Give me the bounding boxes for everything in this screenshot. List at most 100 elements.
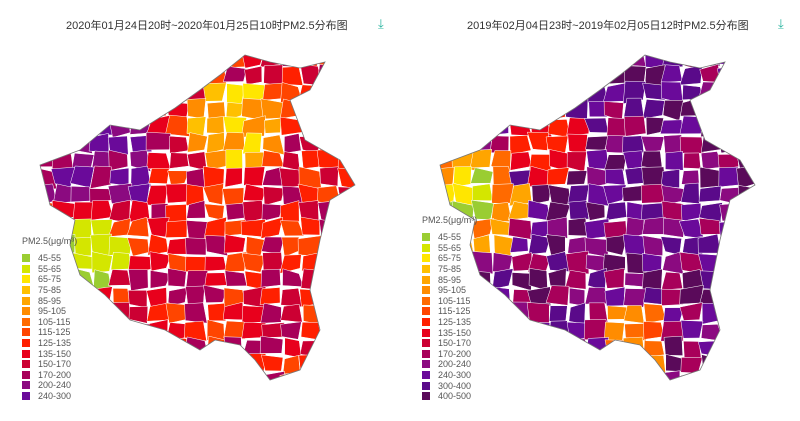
county-region[interactable] [720, 253, 740, 270]
county-region[interactable] [717, 64, 740, 87]
county-region[interactable] [531, 184, 552, 205]
county-region[interactable] [241, 115, 266, 138]
county-region[interactable] [164, 371, 190, 392]
county-region[interactable] [491, 98, 511, 120]
county-region[interactable] [282, 268, 304, 288]
county-region[interactable] [284, 133, 302, 154]
county-region[interactable] [510, 352, 533, 374]
county-region[interactable] [679, 302, 703, 321]
county-region[interactable] [317, 356, 337, 375]
county-region[interactable] [359, 83, 379, 102]
county-region[interactable] [721, 371, 743, 391]
county-region[interactable] [604, 154, 627, 172]
county-region[interactable] [545, 49, 571, 69]
county-region[interactable] [263, 186, 285, 206]
county-region[interactable] [71, 116, 93, 137]
county-region[interactable] [262, 82, 284, 101]
legend-item[interactable]: 65-75 [422, 253, 477, 264]
county-region[interactable] [279, 47, 302, 68]
county-region[interactable] [93, 269, 112, 290]
county-region[interactable] [336, 286, 359, 304]
county-region[interactable] [433, 120, 454, 138]
county-region[interactable] [680, 97, 703, 117]
county-region[interactable] [224, 167, 243, 188]
county-region[interactable] [680, 320, 704, 339]
county-region[interactable] [204, 256, 227, 272]
county-region[interactable] [623, 353, 644, 375]
county-region[interactable] [660, 169, 680, 189]
legend-item[interactable]: 240-300 [22, 391, 77, 402]
county-region[interactable] [529, 97, 553, 119]
county-region[interactable] [756, 47, 777, 68]
county-region[interactable] [437, 82, 454, 101]
county-region[interactable] [622, 336, 645, 357]
county-region[interactable] [146, 98, 167, 118]
county-region[interactable] [301, 149, 323, 169]
county-region[interactable] [643, 340, 665, 358]
county-region[interactable] [700, 116, 720, 138]
county-region[interactable] [719, 235, 743, 256]
county-region[interactable] [282, 355, 301, 375]
county-region[interactable] [680, 182, 700, 205]
county-region[interactable] [206, 116, 225, 134]
county-region[interactable] [316, 80, 339, 105]
county-region[interactable] [92, 65, 112, 88]
county-region[interactable] [262, 252, 283, 272]
county-region[interactable] [167, 287, 188, 308]
county-region[interactable] [37, 67, 56, 87]
county-region[interactable] [736, 251, 760, 274]
legend-item[interactable]: 400-500 [422, 391, 477, 402]
county-region[interactable] [548, 184, 571, 206]
county-region[interactable] [222, 353, 247, 375]
county-region[interactable] [335, 134, 356, 153]
county-region[interactable] [127, 48, 151, 69]
county-region[interactable] [740, 200, 761, 222]
legend-item[interactable]: 105-115 [22, 317, 77, 328]
county-region[interactable] [34, 100, 56, 122]
county-region[interactable] [72, 48, 96, 71]
county-region[interactable] [126, 336, 149, 360]
county-region[interactable] [683, 152, 702, 169]
county-region[interactable] [298, 354, 323, 374]
county-region[interactable] [527, 82, 548, 103]
county-region[interactable] [107, 372, 133, 390]
county-region[interactable] [737, 217, 759, 237]
county-region[interactable] [204, 272, 228, 287]
county-region[interactable] [661, 288, 684, 306]
county-region[interactable] [643, 303, 667, 324]
county-region[interactable] [717, 268, 741, 291]
county-region[interactable] [489, 82, 514, 102]
county-region[interactable] [336, 318, 358, 342]
county-region[interactable] [128, 98, 148, 119]
county-region[interactable] [605, 201, 627, 221]
legend-item[interactable]: 55-65 [22, 264, 77, 275]
county-region[interactable] [186, 98, 207, 120]
county-region[interactable] [262, 371, 285, 390]
county-region[interactable] [184, 355, 209, 376]
county-region[interactable] [127, 255, 152, 273]
county-region[interactable] [756, 81, 778, 102]
county-region[interactable] [338, 82, 358, 99]
county-region[interactable] [88, 353, 113, 373]
county-region[interactable] [203, 370, 225, 392]
county-region[interactable] [89, 81, 113, 101]
county-region[interactable] [735, 288, 756, 306]
county-region[interactable] [736, 373, 757, 391]
county-region[interactable] [585, 201, 606, 221]
county-region[interactable] [643, 287, 665, 305]
county-region[interactable] [145, 372, 171, 388]
legend-item[interactable]: 150-170 [22, 359, 77, 370]
county-region[interactable] [511, 272, 532, 291]
county-region[interactable] [490, 150, 512, 172]
county-region[interactable] [108, 236, 133, 256]
county-region[interactable] [299, 100, 323, 120]
county-region[interactable] [108, 302, 132, 323]
county-region[interactable] [145, 185, 168, 207]
county-region[interactable] [568, 302, 586, 325]
county-region[interactable] [260, 354, 284, 372]
county-region[interactable] [108, 64, 131, 88]
county-region[interactable] [718, 114, 742, 135]
county-region[interactable] [623, 288, 647, 308]
county-region[interactable] [434, 68, 456, 82]
county-region[interactable] [565, 98, 589, 121]
